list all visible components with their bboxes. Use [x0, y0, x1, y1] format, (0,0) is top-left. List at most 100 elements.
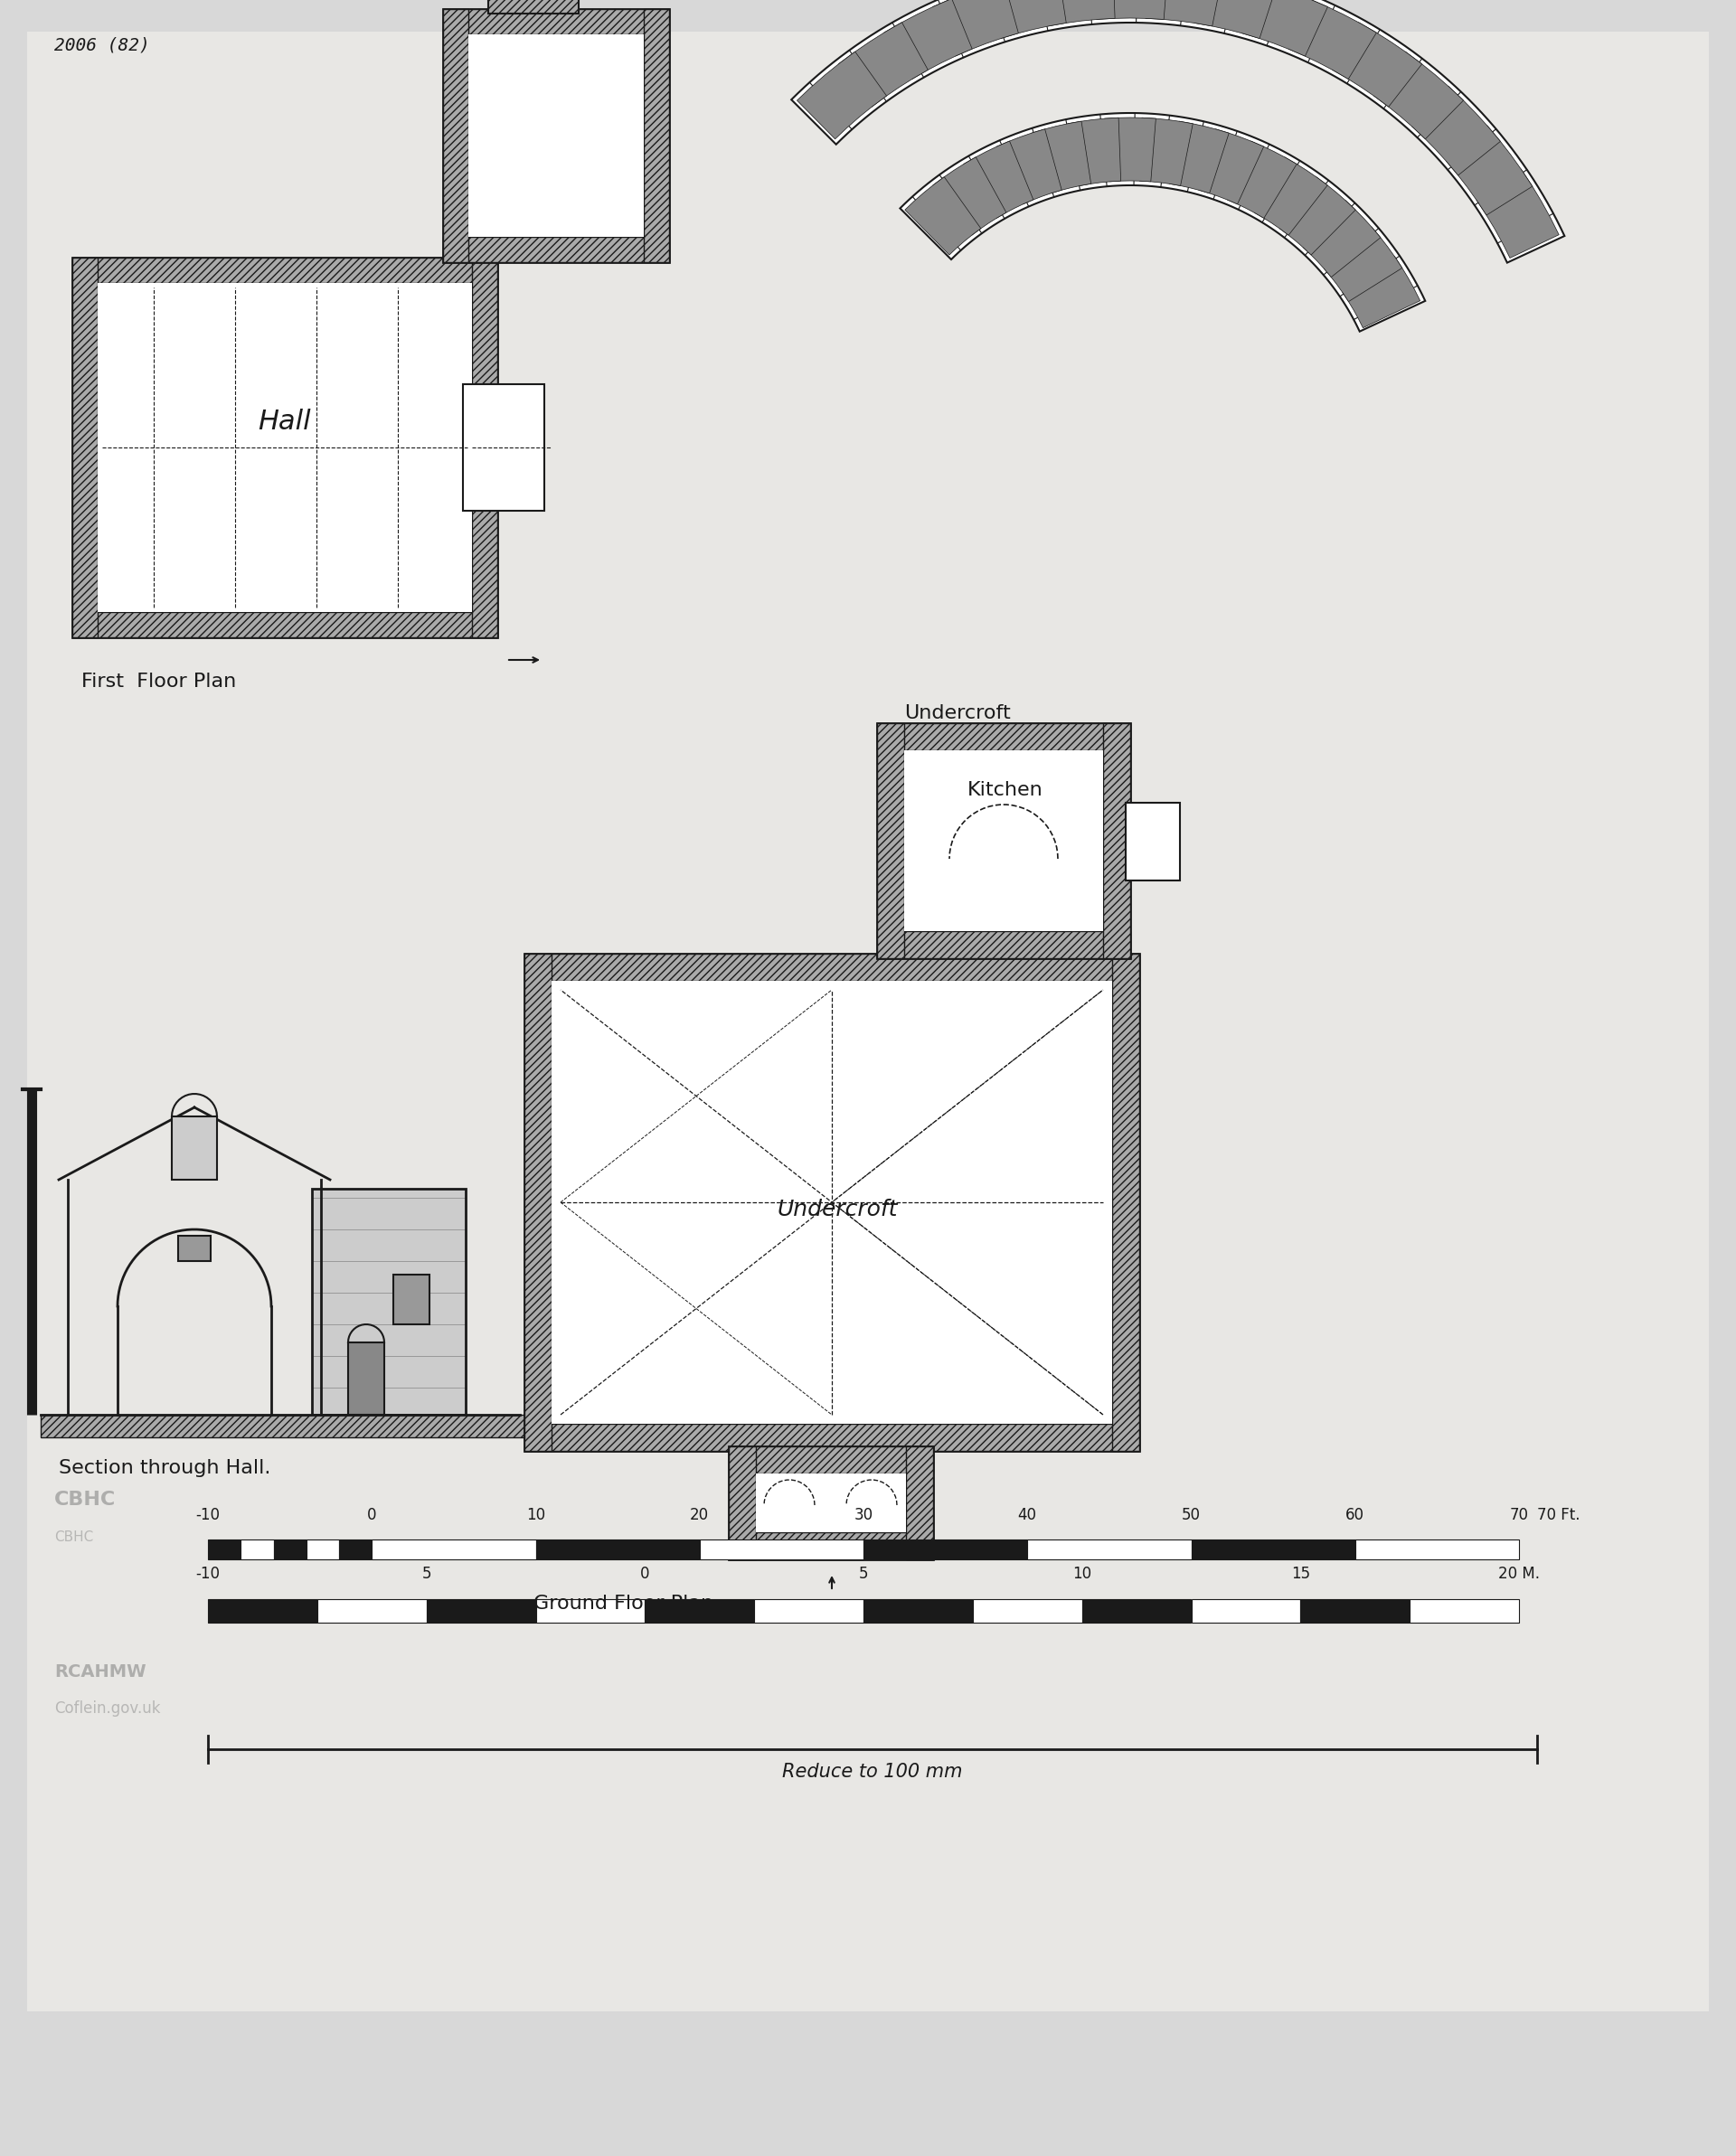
Bar — [1082, 1600, 1191, 1623]
Polygon shape — [884, 0, 972, 80]
Polygon shape — [1476, 168, 1559, 259]
Bar — [208, 1600, 318, 1623]
Polygon shape — [1200, 129, 1264, 205]
Text: -10: -10 — [196, 1507, 220, 1522]
Bar — [552, 981, 1113, 1423]
Text: Ground Floor Plan.: Ground Floor Plan. — [533, 1595, 720, 1613]
Polygon shape — [1333, 22, 1422, 108]
Bar — [729, 1447, 934, 1473]
Polygon shape — [1227, 140, 1297, 218]
Bar — [73, 257, 496, 282]
Text: CBHC: CBHC — [54, 1490, 116, 1509]
Bar — [73, 612, 496, 638]
Text: CBHC: CBHC — [54, 1531, 94, 1544]
Text: Coflein.gov.uk: Coflein.gov.uk — [54, 1701, 160, 1716]
Text: Kitchen: Kitchen — [967, 780, 1043, 800]
Bar — [306, 1539, 339, 1559]
Text: 5: 5 — [859, 1565, 868, 1583]
Text: Section through Hall.: Section through Hall. — [59, 1460, 271, 1477]
Bar — [443, 9, 668, 34]
Text: Reduce to 100 mm: Reduce to 100 mm — [783, 1764, 963, 1781]
Polygon shape — [1253, 157, 1328, 235]
Polygon shape — [904, 177, 981, 254]
Text: 0: 0 — [641, 1565, 649, 1583]
Bar — [1300, 1600, 1410, 1623]
Bar — [524, 953, 1139, 1451]
Polygon shape — [932, 157, 1007, 235]
Bar — [349, 1343, 384, 1414]
Bar — [1113, 953, 1139, 1451]
Bar — [241, 1539, 274, 1559]
Bar — [644, 9, 668, 263]
Polygon shape — [984, 0, 1066, 39]
Bar — [972, 1600, 1082, 1623]
Bar — [372, 1539, 536, 1559]
Bar — [904, 750, 1102, 931]
Text: 30: 30 — [854, 1507, 873, 1522]
Text: 0: 0 — [366, 1507, 377, 1522]
Polygon shape — [1194, 0, 1276, 39]
Text: 50: 50 — [1182, 1507, 1201, 1522]
Bar — [469, 34, 644, 237]
Polygon shape — [1288, 0, 1377, 80]
Text: 70 Ft.: 70 Ft. — [1536, 1507, 1580, 1522]
Text: 20 M.: 20 M. — [1498, 1565, 1540, 1583]
Bar — [312, 1188, 465, 1414]
Bar — [1125, 802, 1180, 880]
Bar — [729, 1447, 934, 1559]
Polygon shape — [899, 112, 1425, 332]
Polygon shape — [1373, 52, 1463, 138]
Bar — [863, 1539, 1028, 1559]
Polygon shape — [996, 129, 1062, 205]
Bar — [427, 1600, 536, 1623]
Bar — [318, 1600, 427, 1623]
Polygon shape — [1241, 0, 1328, 56]
Bar — [877, 722, 904, 957]
Bar — [524, 953, 1139, 981]
Bar — [536, 1539, 700, 1559]
Text: -10: -10 — [196, 1565, 220, 1583]
Bar — [443, 9, 469, 263]
Polygon shape — [797, 52, 887, 138]
Polygon shape — [1446, 125, 1533, 216]
Text: RCAHMW: RCAHMW — [54, 1662, 146, 1680]
Bar — [73, 257, 496, 638]
Polygon shape — [963, 140, 1033, 218]
Text: 60: 60 — [1345, 1507, 1364, 1522]
Bar — [1191, 1600, 1300, 1623]
Polygon shape — [1170, 121, 1229, 194]
Text: First  Floor Plan: First Floor Plan — [82, 673, 236, 690]
Bar — [753, 1600, 863, 1623]
Bar — [97, 282, 472, 612]
Bar — [274, 1539, 306, 1559]
Polygon shape — [932, 0, 1019, 56]
Bar — [729, 1447, 755, 1559]
Polygon shape — [1068, 119, 1121, 185]
Text: 20: 20 — [689, 1507, 708, 1522]
Bar — [646, 1600, 753, 1623]
Text: Undercroft: Undercroft — [778, 1199, 898, 1220]
Polygon shape — [792, 0, 1564, 263]
Bar — [394, 1274, 429, 1324]
Bar — [536, 1600, 646, 1623]
Bar — [1410, 1600, 1519, 1623]
Text: 10: 10 — [1073, 1565, 1092, 1583]
Bar — [700, 1539, 863, 1559]
Polygon shape — [1325, 226, 1403, 302]
Polygon shape — [1304, 201, 1380, 278]
Bar — [1356, 1539, 1519, 1559]
Bar — [1028, 1539, 1191, 1559]
Polygon shape — [1279, 177, 1356, 254]
Polygon shape — [1038, 0, 1115, 26]
Bar — [472, 257, 496, 638]
Bar — [755, 1473, 906, 1533]
Bar — [488, 0, 578, 13]
Bar — [729, 1533, 934, 1559]
Bar — [339, 1539, 372, 1559]
Text: 5: 5 — [422, 1565, 431, 1583]
Bar — [524, 1423, 1139, 1451]
Bar — [73, 257, 97, 638]
Text: Undercroft: Undercroft — [904, 705, 1010, 722]
Bar — [877, 722, 1130, 957]
Bar — [208, 1539, 241, 1559]
